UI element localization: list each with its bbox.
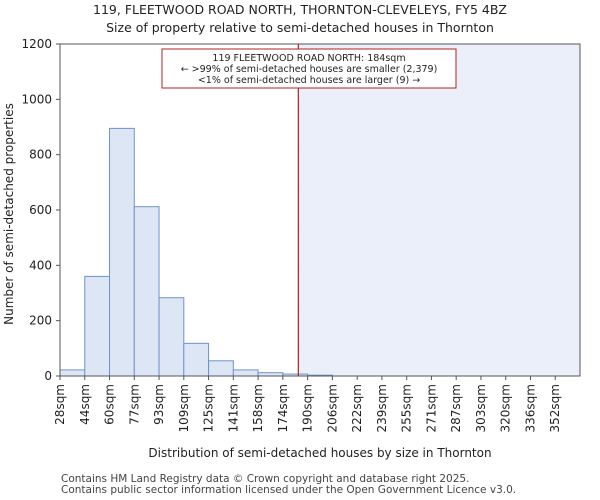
y-tick-label: 600 xyxy=(29,203,52,217)
y-tick-label: 800 xyxy=(29,148,52,162)
bar-93sqm xyxy=(158,297,185,377)
x-tick-label: 77sqm xyxy=(127,384,141,425)
x-tick-label: 158sqm xyxy=(251,384,265,432)
bar-60sqm xyxy=(109,127,135,377)
x-tick-label: 60sqm xyxy=(103,384,117,425)
x-tick-label: 255sqm xyxy=(400,384,414,432)
footer-line-2: Contains public sector information licen… xyxy=(61,484,517,496)
y-tick-label: 200 xyxy=(29,314,52,328)
y-tick-label: 0 xyxy=(44,369,52,383)
x-tick-label: 206sqm xyxy=(325,384,339,432)
histogram-chart: 0 200 400 600 800 1000 1200 28sqm 44sqm 60sqm 77sq… xyxy=(2,37,581,460)
larger-region-highlight xyxy=(298,44,580,376)
chart-title: 119, FLEETWOOD ROAD NORTH, THORNTON-CLEV… xyxy=(93,2,507,17)
y-tick-label: 1200 xyxy=(21,37,52,51)
x-tick-label: 190sqm xyxy=(301,384,315,432)
x-tick-label: 174sqm xyxy=(276,384,290,432)
x-tick-label: 303sqm xyxy=(474,384,488,432)
bar-141sqm xyxy=(232,369,259,377)
y-tick-label: 1000 xyxy=(21,92,52,106)
y-axis-label: Number of semi-detached properties xyxy=(2,103,16,325)
x-tick-label: 239sqm xyxy=(375,384,389,432)
bar-109sqm xyxy=(183,342,210,377)
bar-125sqm xyxy=(208,360,234,377)
x-tick-label: 222sqm xyxy=(350,384,364,432)
x-tick-label: 28sqm xyxy=(53,384,67,425)
x-tick-label: 125sqm xyxy=(202,384,216,432)
x-tick-label: 320sqm xyxy=(499,384,513,432)
marker-annotation: 119 FLEETWOOD ROAD NORTH: 184sqm ← >99% … xyxy=(161,48,457,89)
footer-line-1: Contains HM Land Registry data © Crown c… xyxy=(61,473,470,485)
annotation-line-3: <1% of semi-detached houses are larger (… xyxy=(198,75,420,86)
annotation-line-2: ← >99% of semi-detached houses are small… xyxy=(181,64,438,75)
x-tick-label: 287sqm xyxy=(449,384,463,432)
x-tick-label: 109sqm xyxy=(177,384,191,432)
bar-28sqm xyxy=(59,369,86,377)
x-tick-label: 271sqm xyxy=(424,384,438,432)
x-axis-label: Distribution of semi-detached houses by … xyxy=(148,446,491,460)
chart-subtitle: Size of property relative to semi-detach… xyxy=(106,20,494,35)
x-tick-label: 93sqm xyxy=(152,384,166,425)
annotation-line-1: 119 FLEETWOOD ROAD NORTH: 184sqm xyxy=(212,53,405,64)
y-tick-label: 400 xyxy=(29,258,52,272)
bar-44sqm xyxy=(84,275,111,377)
x-tick-label: 336sqm xyxy=(523,384,537,432)
x-tick-label: 141sqm xyxy=(226,384,240,432)
x-tick-label: 352sqm xyxy=(548,384,562,432)
x-tick-label: 44sqm xyxy=(78,384,92,425)
bar-77sqm xyxy=(133,206,160,377)
